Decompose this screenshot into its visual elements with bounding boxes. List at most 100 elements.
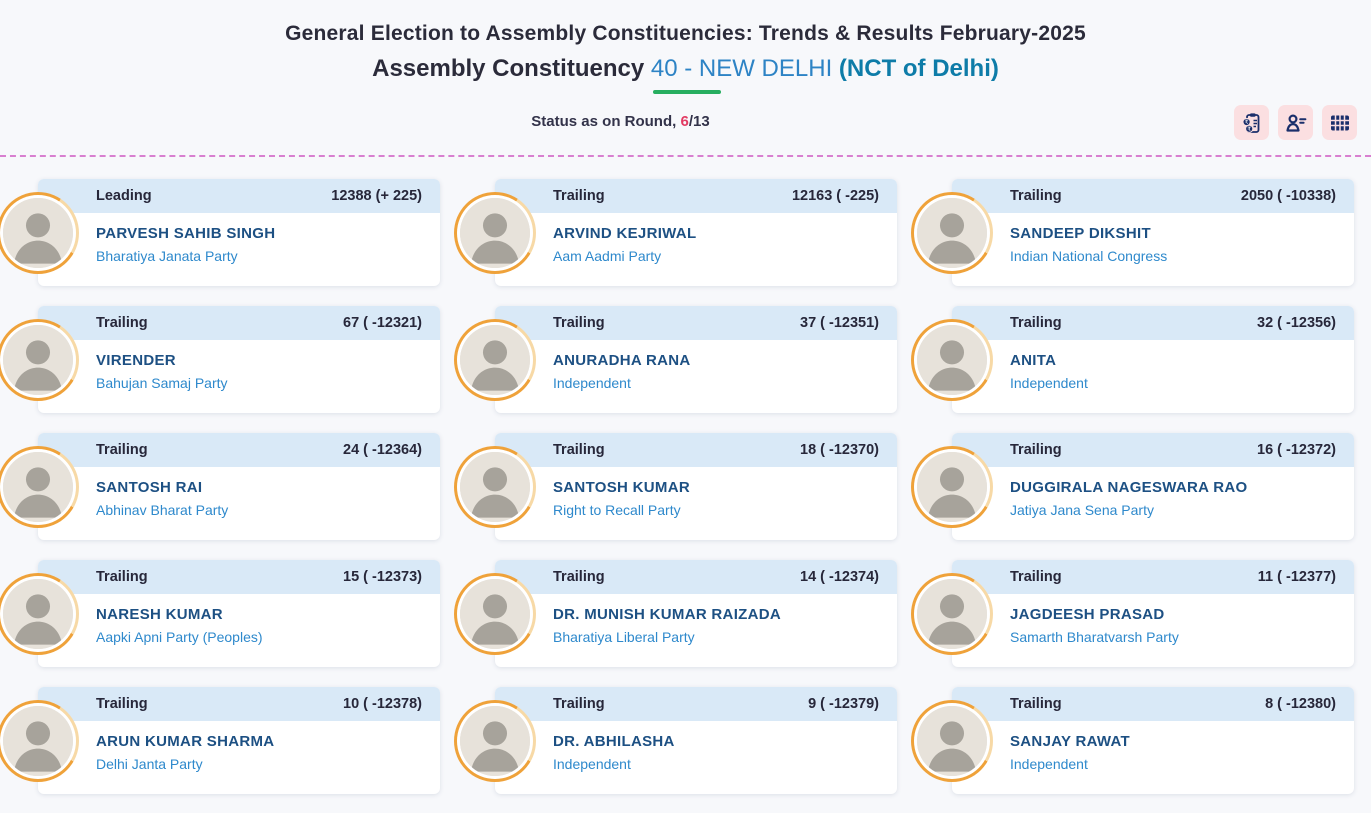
card-body: ARUN KUMAR SHARMA Delhi Janta Party (38, 721, 440, 772)
avatar (3, 578, 73, 649)
card-header-strip: Trailing 9 ( -12379) (495, 687, 897, 721)
avatar-ring (454, 191, 536, 274)
status-badge: Trailing (1010, 315, 1062, 331)
votes-margin: 8 ( -12380) (1265, 696, 1336, 712)
card-header-strip: Trailing 67 ( -12321) (38, 306, 440, 340)
constituency-underline (652, 90, 721, 94)
candidates-grid: Leading 12388 (+ 225) PARVESH SAHIB SING… (0, 179, 1371, 794)
avatar-ring (454, 445, 536, 528)
candidate-party[interactable]: Independent (1010, 756, 1088, 772)
status-badge: Trailing (1010, 696, 1062, 712)
candidate-name: SANTOSH KUMAR (553, 479, 690, 496)
card-header-strip: Trailing 10 ( -12378) (38, 687, 440, 721)
candidate-party[interactable]: Samarth Bharatvarsh Party (1010, 629, 1179, 645)
candidate-card[interactable]: Trailing 67 ( -12321) VIRENDER Bahujan S… (0, 306, 440, 413)
status-badge: Trailing (553, 442, 605, 458)
votes-margin: 15 ( -12373) (343, 569, 422, 585)
card-body: SANJAY RAWAT Independent (952, 721, 1354, 772)
votes-margin: 16 ( -12372) (1257, 442, 1336, 458)
expenditure-clipboard-button[interactable]: ₹ ₹ (1234, 105, 1269, 140)
round-status: Status as on Round, 6/13 (0, 113, 1241, 130)
page-header: General Election to Assembly Constituenc… (0, 0, 1371, 94)
card-header-strip: Trailing 2050 ( -10338) (952, 179, 1354, 213)
candidate-card[interactable]: Trailing 9 ( -12379) DR. ABHILASHA Indep… (454, 687, 897, 794)
votes-margin: 2050 ( -10338) (1240, 188, 1336, 204)
candidate-name: DUGGIRALA NAGESWARA RAO (1010, 479, 1248, 496)
avatar (460, 451, 530, 522)
status-badge: Trailing (1010, 442, 1062, 458)
status-badge: Leading (96, 188, 152, 204)
candidate-party[interactable]: Bharatiya Janata Party (96, 248, 238, 264)
card-body: ARVIND KEJRIWAL Aam Aadmi Party (495, 213, 897, 264)
candidate-card[interactable]: Trailing 18 ( -12370) SANTOSH KUMAR Righ… (454, 433, 897, 540)
avatar (917, 705, 987, 776)
candidate-party[interactable]: Abhinav Bharat Party (96, 502, 229, 518)
candidate-name: DR. ABHILASHA (553, 733, 675, 750)
candidate-name: ARVIND KEJRIWAL (553, 225, 697, 242)
card-body: ANITA Independent (952, 340, 1354, 391)
candidate-card[interactable]: Trailing 10 ( -12378) ARUN KUMAR SHARMA … (0, 687, 440, 794)
card-header-strip: Trailing 15 ( -12373) (38, 560, 440, 594)
card-header-strip: Trailing 18 ( -12370) (495, 433, 897, 467)
table-grid-button[interactable] (1322, 105, 1357, 140)
avatar-ring (454, 572, 536, 655)
candidate-card[interactable]: Trailing 32 ( -12356) ANITA Independent (911, 306, 1354, 413)
card-body: SANTOSH RAI Abhinav Bharat Party (38, 467, 440, 518)
expenditure-clipboard-icon: ₹ ₹ (1240, 111, 1264, 135)
avatar-ring (911, 191, 993, 274)
candidate-party[interactable]: Delhi Janta Party (96, 756, 203, 772)
candidate-name: ANITA (1010, 352, 1057, 369)
avatar (917, 324, 987, 395)
constituency-title-prefix: Assembly Constituency (372, 55, 651, 82)
candidate-card[interactable]: Leading 12388 (+ 225) PARVESH SAHIB SING… (0, 179, 440, 286)
candidate-party[interactable]: Right to Recall Party (553, 502, 681, 518)
status-badge: Trailing (553, 188, 605, 204)
card-header-strip: Trailing 32 ( -12356) (952, 306, 1354, 340)
avatar-ring (911, 572, 993, 655)
avatar-ring (911, 445, 993, 528)
card-header-strip: Leading 12388 (+ 225) (38, 179, 440, 213)
votes-margin: 10 ( -12378) (343, 696, 422, 712)
candidate-party[interactable]: Indian National Congress (1010, 248, 1168, 264)
status-badge: Trailing (96, 696, 148, 712)
candidate-card[interactable]: Trailing 16 ( -12372) DUGGIRALA NAGESWAR… (911, 433, 1354, 540)
candidate-card[interactable]: Trailing 8 ( -12380) SANJAY RAWAT Indepe… (911, 687, 1354, 794)
candidate-card[interactable]: Trailing 12163 ( -225) ARVIND KEJRIWAL A… (454, 179, 897, 286)
avatar (460, 705, 530, 776)
card-body: VIRENDER Bahujan Samaj Party (38, 340, 440, 391)
avatar-ring (0, 191, 79, 274)
candidate-card[interactable]: Trailing 2050 ( -10338) SANDEEP DIKSHIT … (911, 179, 1354, 286)
candidate-party[interactable]: Bahujan Samaj Party (96, 375, 228, 391)
candidate-party[interactable]: Independent (553, 756, 631, 772)
candidate-card[interactable]: Trailing 15 ( -12373) NARESH KUMAR Aapki… (0, 560, 440, 667)
card-body: SANDEEP DIKSHIT Indian National Congress (952, 213, 1354, 264)
card-body: PARVESH SAHIB SINGH Bharatiya Janata Par… (38, 213, 440, 264)
constituency-link[interactable]: 40 - NEW DELHI (651, 55, 832, 94)
candidate-party[interactable]: Bharatiya Liberal Party (553, 629, 695, 645)
round-current: 6 (680, 113, 689, 130)
candidate-party[interactable]: Aapki Apni Party (Peoples) (96, 629, 263, 645)
candidate-party[interactable]: Independent (553, 375, 631, 391)
votes-margin: 12388 (+ 225) (331, 188, 422, 204)
candidate-list-button[interactable] (1278, 105, 1313, 140)
card-header-strip: Trailing 16 ( -12372) (952, 433, 1354, 467)
avatar (3, 451, 73, 522)
candidate-party[interactable]: Jatiya Jana Sena Party (1010, 502, 1154, 518)
candidate-party[interactable]: Aam Aadmi Party (553, 248, 662, 264)
candidate-card[interactable]: Trailing 14 ( -12374) DR. MUNISH KUMAR R… (454, 560, 897, 667)
status-badge: Trailing (553, 315, 605, 331)
card-header-strip: Trailing 24 ( -12364) (38, 433, 440, 467)
votes-margin: 9 ( -12379) (808, 696, 879, 712)
status-badge: Trailing (1010, 188, 1062, 204)
candidate-card[interactable]: Trailing 37 ( -12351) ANURADHA RANA Inde… (454, 306, 897, 413)
table-grid-icon (1328, 111, 1352, 135)
avatar-ring (454, 699, 536, 782)
candidate-card[interactable]: Trailing 24 ( -12364) SANTOSH RAI Abhina… (0, 433, 440, 540)
candidate-name: SANDEEP DIKSHIT (1010, 225, 1151, 242)
status-row: Status as on Round, 6/13 ₹ ₹ (0, 105, 1371, 145)
candidate-name: DR. MUNISH KUMAR RAIZADA (553, 606, 782, 623)
candidate-card[interactable]: Trailing 11 ( -12377) JAGDEESH PRASAD Sa… (911, 560, 1354, 667)
candidate-name: SANTOSH RAI (96, 479, 203, 496)
votes-margin: 11 ( -12377) (1257, 569, 1336, 585)
candidate-party[interactable]: Independent (1010, 375, 1088, 391)
